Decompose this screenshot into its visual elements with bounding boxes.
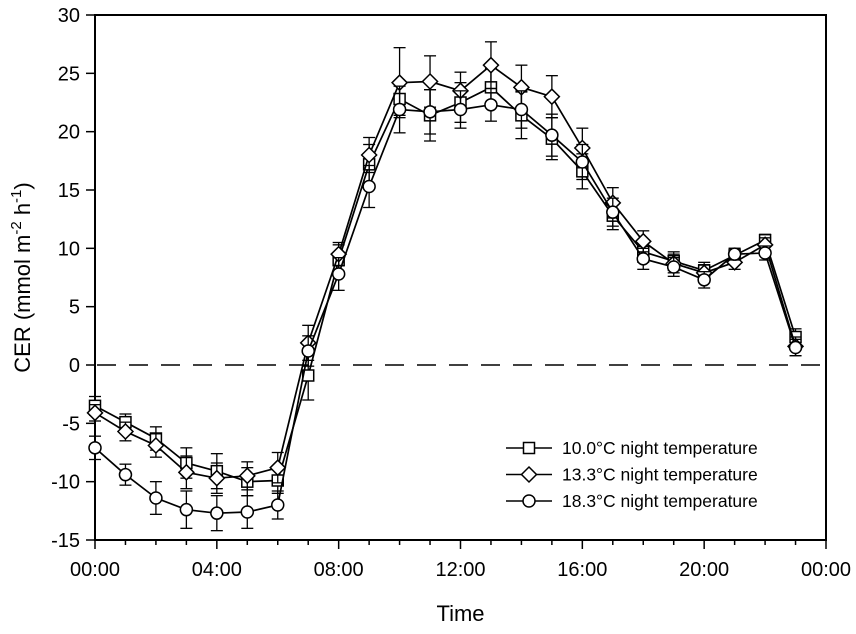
y-axis: 30 25 20 15 10 5 0 -5 -10 -15 xyxy=(51,5,95,552)
marker-circle xyxy=(210,506,224,520)
marker-circle xyxy=(727,247,742,261)
y-axis-title: CER (mmol m-2 h-1) xyxy=(8,182,35,372)
marker-circle xyxy=(788,340,803,355)
legend-item: 10.0°C night temperature xyxy=(506,438,758,458)
marker-square xyxy=(522,441,536,455)
marker-circle xyxy=(271,498,285,512)
marker-circle xyxy=(240,505,255,519)
y-tick-label: -15 xyxy=(51,530,80,552)
marker-diamond xyxy=(269,459,287,477)
marker-diamond xyxy=(86,404,104,422)
marker-circle xyxy=(149,491,163,505)
marker-circle xyxy=(666,260,681,274)
marker-diamond xyxy=(238,467,256,485)
x-tick-label: 20:00 xyxy=(679,559,729,581)
x-tick-label: 00:00 xyxy=(70,559,120,581)
marker-diamond xyxy=(147,436,165,455)
y-tick-label: 30 xyxy=(58,5,80,27)
marker-diamond xyxy=(116,422,135,441)
marker-circle xyxy=(88,441,102,455)
marker-circle xyxy=(575,155,590,169)
legend-label: 13.3°C night temperature xyxy=(562,465,758,485)
marker-diamond xyxy=(543,88,561,106)
marker-diamond xyxy=(177,463,195,481)
y-tick-label: -5 xyxy=(62,413,80,435)
legend: 10.0°C night temperature 13.3°C night tem… xyxy=(506,438,758,511)
marker-circle xyxy=(606,205,620,219)
x-tick-label: 00:00 xyxy=(801,559,851,581)
legend-label: 18.3°C night temperature xyxy=(562,491,758,511)
marker-diamond xyxy=(482,56,500,74)
y-tick-label: 10 xyxy=(58,238,80,260)
plot-area: 00:00 04:00 08:00 12:00 16:00 20:00 00:00 30 25 2… xyxy=(8,5,851,626)
marker-circle xyxy=(392,102,407,117)
series-line xyxy=(94,86,797,483)
marker-circle xyxy=(453,102,468,117)
marker-circle xyxy=(423,105,437,119)
y-tick-label: 25 xyxy=(58,63,80,85)
marker-circle xyxy=(514,102,529,117)
y-tick-label: 15 xyxy=(58,180,80,202)
y-tick-label: 20 xyxy=(58,122,80,144)
x-tick-label: 12:00 xyxy=(435,559,485,581)
y-tick-label: -10 xyxy=(51,472,80,494)
series-circle xyxy=(88,85,803,532)
marker-circle xyxy=(484,98,498,112)
marker-circle xyxy=(301,344,315,358)
marker-diamond xyxy=(421,72,439,91)
marker-circle xyxy=(636,252,650,266)
marker-circle xyxy=(331,267,346,281)
marker-circle xyxy=(118,467,133,482)
series-line xyxy=(94,64,797,480)
marker-circle xyxy=(697,273,711,287)
x-tick-label: 16:00 xyxy=(557,559,607,581)
x-tick-label: 08:00 xyxy=(314,559,364,581)
y-tick-label: 0 xyxy=(69,355,80,377)
legend-item: 13.3°C night temperature xyxy=(506,465,758,485)
series-square xyxy=(88,68,802,497)
legend-label: 10.0°C night temperature xyxy=(562,438,758,458)
x-axis: 00:00 04:00 08:00 12:00 16:00 20:00 00:00 xyxy=(70,540,851,581)
marker-circle xyxy=(545,128,559,142)
marker-circle xyxy=(758,246,772,260)
marker-diamond xyxy=(520,465,538,484)
marker-circle xyxy=(522,494,536,508)
marker-circle xyxy=(362,179,376,194)
x-axis-title: Time xyxy=(436,601,484,626)
y-tick-label: 5 xyxy=(69,297,80,319)
legend-item: 18.3°C night temperature xyxy=(506,491,758,511)
marker-circle xyxy=(179,502,194,517)
marker-diamond xyxy=(208,469,226,487)
x-tick-label: 04:00 xyxy=(192,559,242,581)
marker-diamond xyxy=(360,146,378,164)
